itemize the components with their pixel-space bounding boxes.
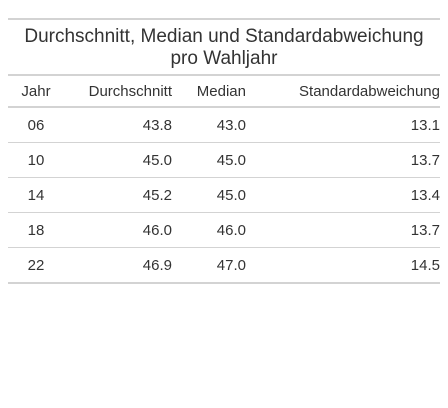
cell-durchschnitt: 46.0	[142, 221, 172, 239]
table-row: 06 43.8 43.0 13.1	[8, 107, 440, 143]
cell-median: 46.0	[216, 221, 246, 239]
cell-standardabweichung: 13.7	[410, 151, 440, 169]
table-row: 22 46.9 47.0 14.5	[8, 247, 440, 283]
cell-jahr: 22	[27, 256, 45, 274]
table-row: 18 46.0 46.0 13.7	[8, 212, 440, 248]
cell-median: 47.0	[216, 256, 246, 274]
cell-durchschnitt: 45.2	[142, 186, 172, 204]
cell-standardabweichung: 13.7	[410, 221, 440, 239]
table-row: 14 45.2 45.0 13.4	[8, 177, 440, 213]
cell-median: 43.0	[216, 116, 246, 134]
table-row: 10 45.0 45.0 13.7	[8, 142, 440, 178]
summary-table: Jahr Durchschnitt Median Standardabweich…	[8, 74, 440, 284]
cell-jahr: 18	[27, 221, 45, 239]
table-title-line-1: Durchschnitt, Median und Standardabweich…	[24, 26, 424, 47]
cell-durchschnitt: 45.0	[142, 151, 172, 169]
cell-median: 45.0	[216, 186, 246, 204]
cell-jahr: 10	[27, 151, 45, 169]
top-rule	[8, 18, 440, 20]
table-title-line-2: pro Wahljahr	[170, 48, 278, 69]
cell-median: 45.0	[216, 151, 246, 169]
column-header-durchschnitt: Durchschnitt	[88, 82, 172, 100]
cell-standardabweichung: 13.4	[410, 186, 440, 204]
cell-jahr: 14	[27, 186, 45, 204]
table-title: Durchschnitt, Median und Standardabweich…	[8, 20, 440, 74]
cell-durchschnitt: 46.9	[142, 256, 172, 274]
header-row: Jahr Durchschnitt Median Standardabweich…	[8, 75, 440, 107]
column-header-jahr: Jahr	[21, 82, 51, 100]
table-body: 06 43.8 43.0 13.1 10 45.0 45.0 13.7 14 4…	[8, 107, 440, 283]
table-header: Jahr Durchschnitt Median Standardabweich…	[8, 75, 440, 107]
summary-table-container: Durchschnitt, Median und Standardabweich…	[8, 18, 440, 284]
cell-standardabweichung: 13.1	[410, 116, 440, 134]
column-header-median: Median	[196, 82, 246, 100]
cell-jahr: 06	[27, 116, 45, 134]
cell-standardabweichung: 14.5	[410, 256, 440, 274]
cell-durchschnitt: 43.8	[142, 116, 172, 134]
column-header-standardabweichung: Standardabweichung	[299, 82, 440, 100]
